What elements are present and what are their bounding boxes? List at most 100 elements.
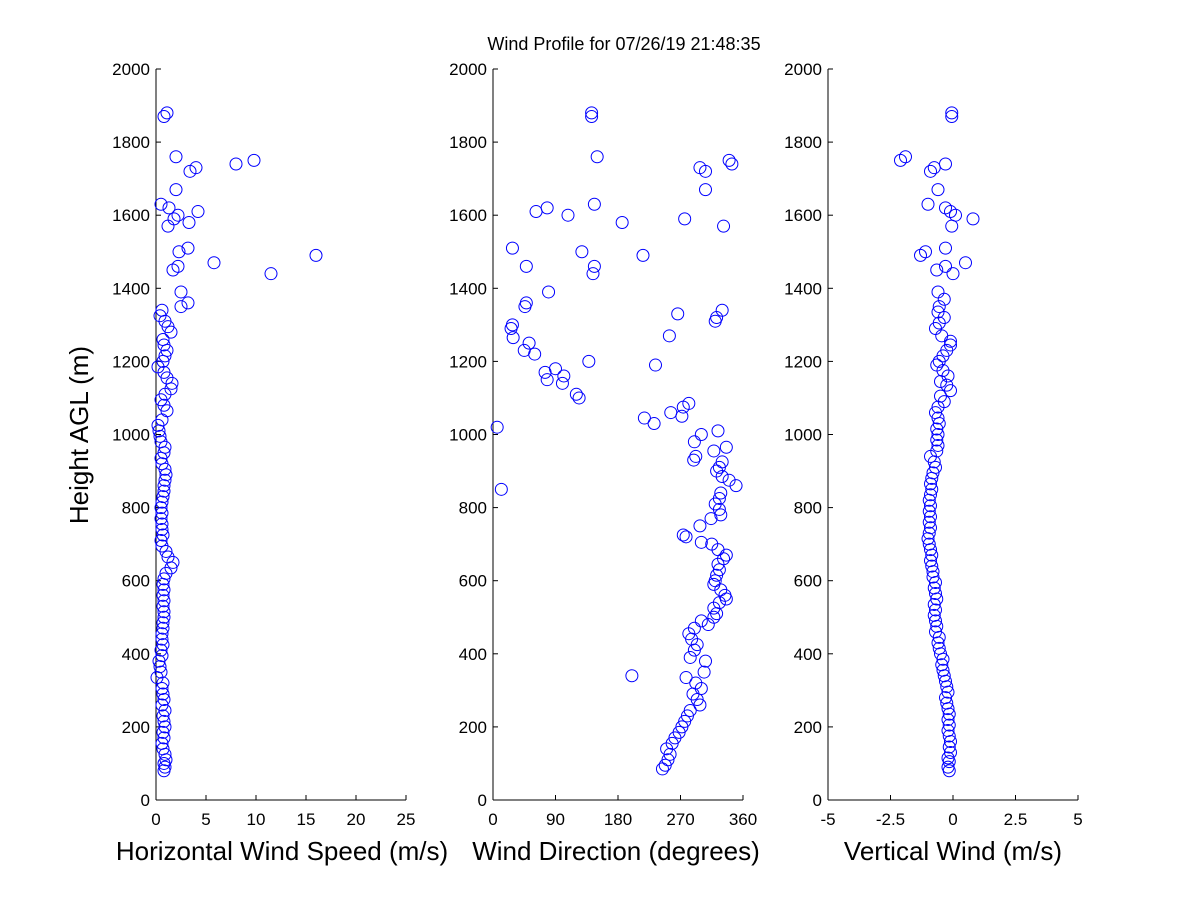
- data-point: [169, 150, 183, 164]
- y-tick-label: 1000: [449, 426, 487, 445]
- data-point: [157, 338, 171, 352]
- data-point: [171, 259, 185, 273]
- data-point: [172, 245, 186, 259]
- data-point: [155, 649, 169, 663]
- data-point: [687, 453, 701, 467]
- x-tick-label: 20: [347, 810, 366, 829]
- data-point: [719, 440, 733, 454]
- data-point: [697, 665, 711, 679]
- data-point: [944, 338, 957, 352]
- y-tick-label: 600: [459, 572, 487, 591]
- x-tick-label: 270: [666, 810, 694, 829]
- y-tick-label: 1800: [449, 133, 487, 152]
- data-point: [922, 515, 936, 529]
- y-tick-label: 0: [478, 791, 487, 810]
- y-tick-label: 1000: [784, 426, 822, 445]
- data-point: [505, 318, 519, 332]
- data-point: [694, 535, 708, 549]
- y-tick-label: 1800: [784, 133, 822, 152]
- y-tick-label: 600: [122, 572, 150, 591]
- data-point: [930, 263, 944, 277]
- data-point: [946, 267, 960, 281]
- data-point: [155, 523, 169, 537]
- data-point: [939, 691, 952, 705]
- data-point: [540, 373, 554, 387]
- data-point: [686, 687, 700, 701]
- x-tick-label: 0: [948, 810, 957, 829]
- x-tick-label: -5: [820, 810, 835, 829]
- data-point: [158, 349, 172, 363]
- x-tick-label: 5: [1073, 810, 1082, 829]
- data-point: [161, 219, 175, 233]
- data-point: [155, 682, 169, 696]
- data-point: [494, 482, 508, 496]
- data-point: [156, 638, 170, 652]
- data-point: [181, 241, 195, 255]
- data-point: [207, 256, 221, 270]
- y-tick-label: 800: [459, 499, 487, 518]
- data-point: [156, 490, 170, 504]
- y-tick-label: 600: [794, 572, 822, 591]
- x-axis-label: Vertical Wind (m/s): [844, 836, 1062, 866]
- data-point: [157, 110, 171, 124]
- x-tick-label: 25: [397, 810, 416, 829]
- data-point: [157, 731, 171, 745]
- x-tick-label: 360: [729, 810, 757, 829]
- data-point: [155, 506, 169, 520]
- data-point: [941, 713, 955, 727]
- data-point: [689, 676, 703, 690]
- y-tick-label: 0: [141, 791, 150, 810]
- data-point: [717, 219, 731, 233]
- data-point: [154, 501, 168, 515]
- data-point: [707, 444, 721, 458]
- y-tick-label: 1200: [784, 352, 822, 371]
- data-point: [671, 307, 685, 321]
- data-point: [157, 484, 171, 498]
- data-point: [154, 533, 168, 547]
- data-point: [161, 550, 175, 564]
- data-point: [189, 161, 203, 175]
- data-point: [704, 512, 718, 526]
- data-point: [522, 336, 536, 350]
- data-point: [926, 466, 940, 480]
- data-point: [708, 497, 722, 511]
- data-point: [699, 183, 712, 197]
- data-point: [927, 161, 941, 175]
- data-point: [585, 110, 599, 124]
- data-point: [156, 709, 170, 723]
- data-point: [687, 435, 701, 449]
- data-point: [924, 510, 937, 524]
- y-tick-label: 1400: [784, 279, 822, 298]
- data-point: [940, 696, 954, 710]
- data-point: [154, 435, 168, 449]
- y-tick-label: 200: [122, 718, 150, 737]
- data-point: [155, 736, 169, 750]
- data-point: [945, 106, 959, 120]
- data-point: [931, 285, 945, 299]
- x-tick-label: 0: [151, 810, 160, 829]
- data-point: [719, 548, 733, 562]
- data-point: [575, 245, 589, 259]
- data-point: [156, 725, 170, 739]
- y-tick-label: 800: [794, 499, 822, 518]
- x-axis-label: Horizontal Wind Speed (m/s): [116, 836, 448, 866]
- data-point: [966, 212, 980, 226]
- data-point: [661, 753, 675, 767]
- data-point: [934, 389, 947, 403]
- data-point: [679, 671, 693, 685]
- data-point: [925, 559, 939, 573]
- data-point: [637, 411, 651, 425]
- data-point: [542, 285, 556, 299]
- data-point: [517, 343, 531, 357]
- data-point: [155, 413, 169, 427]
- x-tick-label: 15: [297, 810, 316, 829]
- data-point: [490, 420, 504, 434]
- y-tick-label: 0: [813, 791, 822, 810]
- data-point: [229, 157, 243, 171]
- y-tick-label: 1600: [112, 206, 150, 225]
- y-tick-label: 2000: [784, 60, 822, 79]
- data-point: [939, 259, 952, 273]
- data-point: [959, 256, 972, 270]
